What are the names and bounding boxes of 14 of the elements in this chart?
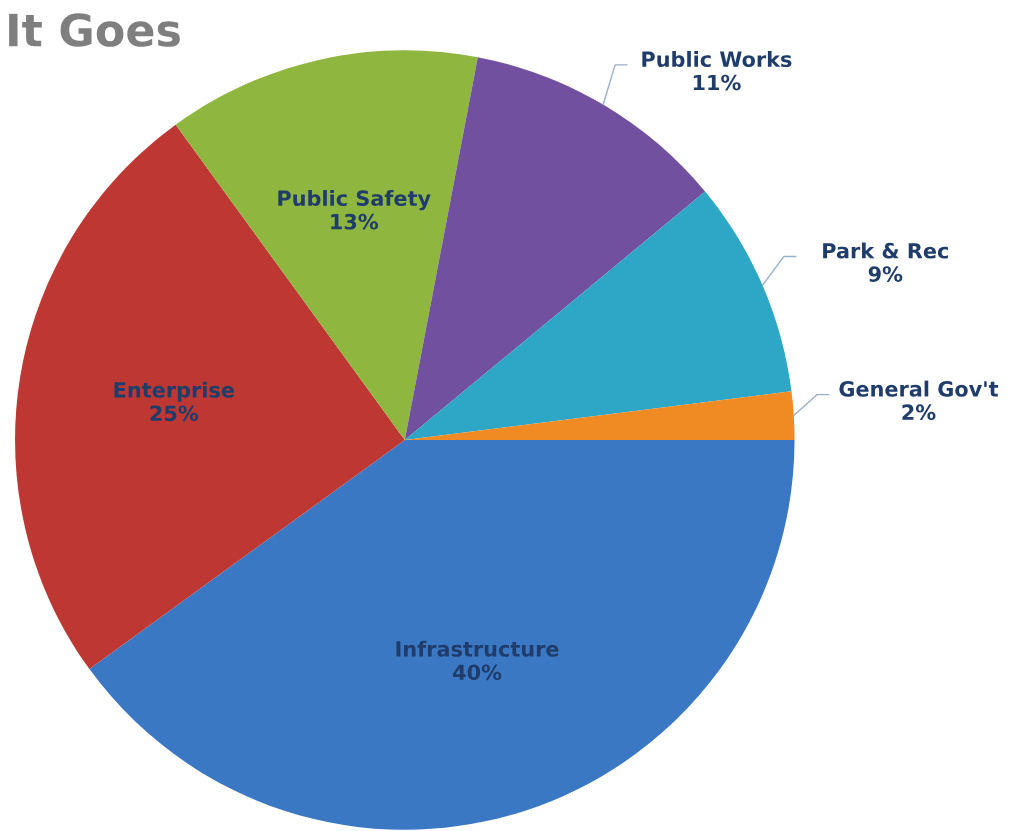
data-label: 11% <box>693 74 741 91</box>
slice-label: Public Works <box>642 50 792 68</box>
data-label: 25% <box>150 405 199 422</box>
slice-label: Park & Rec <box>823 242 948 259</box>
data-label: 40% <box>453 664 502 681</box>
slice-label: General Gov't <box>839 380 999 397</box>
data-label: 9% <box>868 266 903 282</box>
slice-label: Public Safety <box>278 189 431 211</box>
data-label: 13% <box>331 213 379 230</box>
slice-label: Enterprise <box>114 381 234 402</box>
data-label: 2% <box>902 404 936 421</box>
chart-title: It Goes <box>9 13 180 47</box>
pie-slice <box>89 440 795 830</box>
slice-label: Infrastructure <box>396 640 559 657</box>
